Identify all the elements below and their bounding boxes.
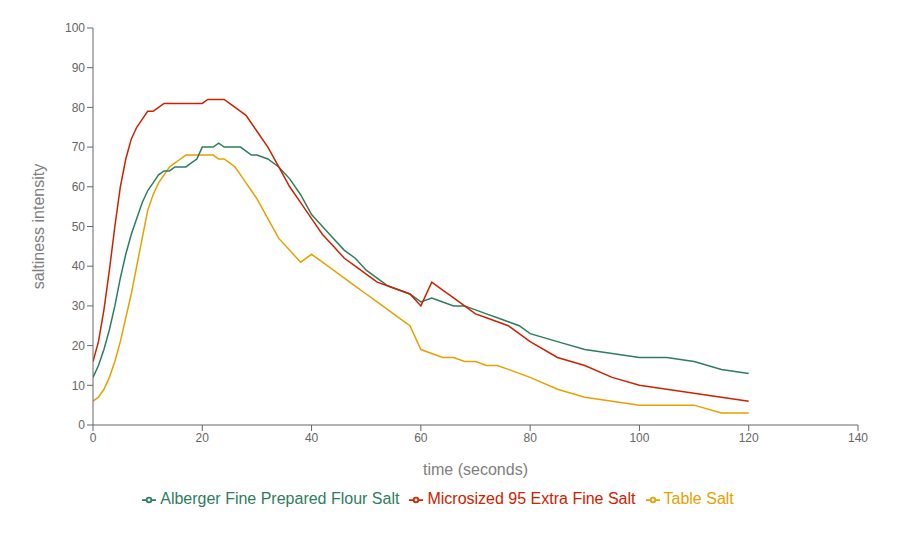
svg-text:80: 80: [72, 101, 86, 115]
svg-text:50: 50: [72, 220, 86, 234]
svg-text:140: 140: [848, 431, 868, 445]
svg-text:10: 10: [72, 379, 86, 393]
svg-text:30: 30: [72, 299, 86, 313]
html-text:Table Salt: Table Salt: [663, 490, 734, 507]
svg-text:saltiness intensity: saltiness intensity: [30, 164, 47, 289]
svg-text:120: 120: [739, 431, 759, 445]
svg-text:60: 60: [72, 180, 86, 194]
svg-text:40: 40: [72, 259, 86, 273]
svg-text:20: 20: [196, 431, 210, 445]
html-text:Microsized 95 Extra Fine Salt: Microsized 95 Extra Fine Salt: [427, 490, 636, 507]
svg-text:20: 20: [72, 339, 86, 353]
svg-text:100: 100: [65, 21, 85, 35]
svg-text:60: 60: [414, 431, 428, 445]
svg-text:0: 0: [78, 418, 85, 432]
svg-text:40: 40: [305, 431, 319, 445]
svg-text:0: 0: [90, 431, 97, 445]
svg-text:80: 80: [523, 431, 537, 445]
svg-text:time (seconds): time (seconds): [423, 461, 528, 478]
html-text:Alberger Fine Prepared Flour S: Alberger Fine Prepared Flour Salt: [160, 490, 400, 507]
svg-text:70: 70: [72, 140, 86, 154]
svg-text:90: 90: [72, 61, 86, 75]
svg-text:100: 100: [629, 431, 649, 445]
